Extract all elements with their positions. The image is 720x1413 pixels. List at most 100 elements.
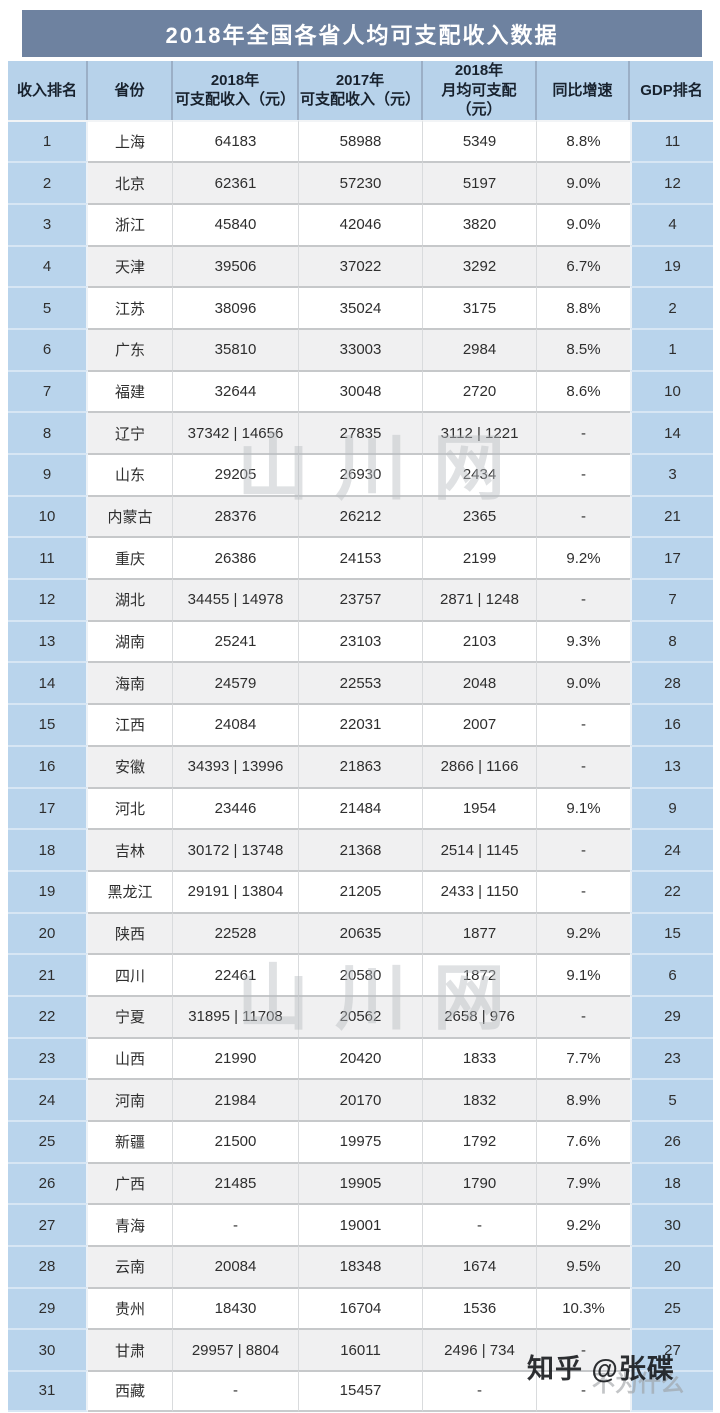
cell-income2018: 28376 bbox=[173, 494, 299, 537]
cell-income2017: 37022 bbox=[299, 244, 423, 287]
cell-growth: - bbox=[537, 869, 630, 912]
cell-rank: 4 bbox=[8, 244, 88, 287]
table-row: 11 重庆 26386 24153 2199 9.2% 17 bbox=[8, 536, 713, 579]
cell-income2017: 15457 bbox=[299, 1370, 423, 1412]
cell-growth: - bbox=[537, 578, 630, 620]
cell-gdp: 9 bbox=[630, 786, 713, 829]
income-table: 收入排名 省份 2018年 可支配收入（元） 2017年 可支配收入（元） 2018年 … bbox=[8, 61, 713, 1412]
cell-monthly2018: 2199 bbox=[423, 536, 537, 579]
cell-income2018: 18430 bbox=[173, 1286, 299, 1329]
cell-province: 湖南 bbox=[88, 619, 173, 662]
cell-province: 黑龙江 bbox=[88, 869, 173, 912]
cell-growth: 9.2% bbox=[537, 1203, 630, 1246]
table-row: 21 四川 22461 20580 1872 9.1% 6 bbox=[8, 953, 713, 995]
cell-rank: 19 bbox=[8, 869, 88, 912]
cell-rank: 6 bbox=[8, 327, 88, 370]
cell-rank: 14 bbox=[8, 661, 88, 704]
cell-monthly2018: 1872 bbox=[423, 953, 537, 995]
cell-gdp: 3 bbox=[630, 453, 713, 495]
cell-income2018: 62361 bbox=[173, 161, 299, 203]
cell-monthly2018: 3292 bbox=[423, 244, 537, 287]
cell-rank: 11 bbox=[8, 536, 88, 579]
cell-rank: 20 bbox=[8, 911, 88, 954]
cell-monthly2018: 1833 bbox=[423, 1036, 537, 1079]
cell-gdp: 22 bbox=[630, 869, 713, 912]
cell-growth: - bbox=[537, 1370, 630, 1412]
cell-rank: 26 bbox=[8, 1161, 88, 1204]
table-row: 30 甘肃 29957 | 8804 16011 2496 | 734-27 bbox=[8, 1328, 713, 1371]
cell-income2017: 19001 bbox=[299, 1203, 423, 1246]
cell-income2017: 18348 bbox=[299, 1245, 423, 1287]
cell-growth: 9.0% bbox=[537, 161, 630, 203]
cell-income2017: 16704 bbox=[299, 1286, 423, 1329]
cell-province: 海南 bbox=[88, 661, 173, 704]
col-header-income2017: 2017年 可支配收入（元） bbox=[299, 61, 423, 120]
cell-growth: 9.3% bbox=[537, 619, 630, 662]
col-header-rank: 收入排名 bbox=[8, 61, 88, 120]
cell-growth: 9.1% bbox=[537, 953, 630, 995]
cell-income2018: 37342 | 14656 bbox=[173, 411, 299, 453]
cell-growth: 8.5% bbox=[537, 327, 630, 370]
cell-province: 浙江 bbox=[88, 202, 173, 245]
cell-income2018: 31895 | 11708 bbox=[173, 994, 299, 1037]
cell-rank: 5 bbox=[8, 286, 88, 328]
cell-monthly2018: 2866 | 1166 bbox=[423, 744, 537, 787]
cell-monthly2018: 2048 bbox=[423, 661, 537, 704]
cell-income2017: 30048 bbox=[299, 369, 423, 412]
cell-growth: 8.8% bbox=[537, 119, 630, 162]
cell-monthly2018: 2984 bbox=[423, 327, 537, 370]
cell-growth: 7.9% bbox=[537, 1161, 630, 1204]
cell-income2017: 26212 bbox=[299, 494, 423, 537]
cell-income2018: 26386 bbox=[173, 536, 299, 579]
cell-gdp: 20 bbox=[630, 1245, 713, 1287]
cell-gdp: 10 bbox=[630, 369, 713, 412]
cell-province: 江西 bbox=[88, 703, 173, 745]
table-row: 26 广西 21485 19905 1790 7.9% 18 bbox=[8, 1161, 713, 1204]
cell-income2017: 23757 bbox=[299, 578, 423, 620]
cell-province: 陕西 bbox=[88, 911, 173, 954]
cell-income2018: 23446 bbox=[173, 786, 299, 829]
cell-income2018: 21485 bbox=[173, 1161, 299, 1204]
cell-monthly2018: 2871 | 1248 bbox=[423, 578, 537, 620]
cell-income2017: 22031 bbox=[299, 703, 423, 745]
cell-income2017: 21484 bbox=[299, 786, 423, 829]
cell-rank: 25 bbox=[8, 1120, 88, 1162]
cell-province: 吉林 bbox=[88, 828, 173, 870]
cell-gdp: 1 bbox=[630, 327, 713, 370]
cell-income2018: 34393 | 13996 bbox=[173, 744, 299, 787]
cell-rank: 21 bbox=[8, 953, 88, 995]
col-header-growth: 同比增速 bbox=[537, 61, 630, 120]
cell-gdp: 7 bbox=[630, 578, 713, 620]
table-row: 16 安徽 34393 | 13996 21863 2866 | 1166-13 bbox=[8, 744, 713, 787]
cell-income2017: 20562 bbox=[299, 994, 423, 1037]
cell-gdp bbox=[630, 1370, 713, 1412]
cell-gdp: 17 bbox=[630, 536, 713, 579]
cell-income2018: 45840 bbox=[173, 202, 299, 245]
cell-income2017: 20580 bbox=[299, 953, 423, 995]
cell-income2017: 21205 bbox=[299, 869, 423, 912]
cell-income2018: 32644 bbox=[173, 369, 299, 412]
cell-province: 北京 bbox=[88, 161, 173, 203]
cell-rank: 31 bbox=[8, 1370, 88, 1412]
cell-income2017: 22553 bbox=[299, 661, 423, 704]
cell-rank: 10 bbox=[8, 494, 88, 537]
table-row: 7 福建 32644 30048 2720 8.6% 10 bbox=[8, 369, 713, 412]
cell-income2018: 29957 | 8804 bbox=[173, 1328, 299, 1371]
cell-rank: 12 bbox=[8, 578, 88, 620]
table-row: 22 宁夏 31895 | 11708 20562 2658 | 976-29 bbox=[8, 994, 713, 1037]
table-row: 24 河南 21984 20170 1832 8.9% 5 bbox=[8, 1078, 713, 1120]
cell-growth: - bbox=[537, 828, 630, 870]
cell-income2017: 26930 bbox=[299, 453, 423, 495]
cell-monthly2018: 2007 bbox=[423, 703, 537, 745]
cell-income2017: 20635 bbox=[299, 911, 423, 954]
cell-province: 江苏 bbox=[88, 286, 173, 328]
table-row: 15 江西 24084 22031 2007-16 bbox=[8, 703, 713, 745]
cell-gdp: 2 bbox=[630, 286, 713, 328]
cell-rank: 8 bbox=[8, 411, 88, 453]
cell-income2017: 20170 bbox=[299, 1078, 423, 1120]
cell-income2017: 27835 bbox=[299, 411, 423, 453]
cell-gdp: 25 bbox=[630, 1286, 713, 1329]
cell-growth: - bbox=[537, 453, 630, 495]
table-row: 29 贵州 18430 16704 1536 10.3% 25 bbox=[8, 1286, 713, 1329]
